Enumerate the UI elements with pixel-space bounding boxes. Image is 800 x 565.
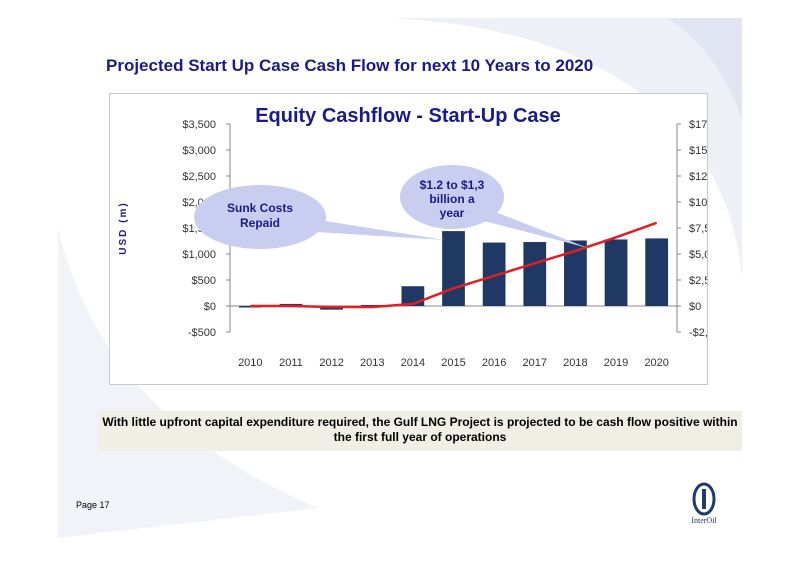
annotation-billion-a-year: $1.2 to $1,3 billion a year [420,178,485,220]
bar-2019 [604,239,628,306]
company-logo: InterOil [678,482,730,528]
y2-tick-label: $0 [689,301,701,313]
chart-title: Equity Cashflow - Start-Up Case [255,105,561,127]
bar-2017 [523,242,547,306]
y2-tick-label: $5,000 [689,249,707,261]
annotation-bubble-billion [400,165,504,229]
bubble-tail [465,208,588,248]
logo-text: InterOil [691,516,717,525]
x-tick-label: 2013 [360,357,384,369]
bar-2015 [442,231,465,306]
x-tick-label: 2012 [319,357,343,369]
y2-tick-label: $2,500 [689,275,707,287]
y2-tick-label: $15,000 [689,145,707,157]
bar-2013 [360,304,384,307]
annotation-bubble-sunk-costs [194,185,326,249]
page-number: Page 17 [76,500,110,510]
x-tick-label: 2015 [441,357,465,369]
x-tick-label: 2010 [238,357,262,369]
x-tick-label: 2017 [523,357,547,369]
y-tick-label: $500 [192,275,216,287]
chart-container: Equity Cashflow - Start-Up Case -$500 $0 $5… [109,93,708,385]
x-tick-label: 2018 [563,357,587,369]
page-title: Projected Start Up Case Cash Flow for ne… [106,56,594,75]
summary-callout: With little upfront capital expenditure … [98,411,742,451]
cashflow-chart: Equity Cashflow - Start-Up Case -$500 $0 $5… [118,105,707,369]
y2-tick-label: $12,500 [689,171,707,183]
y2-tick-label: $7,500 [689,223,707,235]
x-tick-label: 2019 [604,357,628,369]
cumulative-line [250,221,658,309]
y2-tick-label: $17,500 [689,119,707,131]
bubble-tail [285,218,445,240]
slide: Projected Start Up Case Cash Flow for ne… [58,18,742,538]
bar-2020 [645,238,669,306]
bar-2016 [482,242,506,306]
y-tick-label: $0 [204,301,216,313]
x-tick-label: 2020 [644,357,668,369]
y-tick-label: $2,500 [182,171,216,183]
y2-tick-label: -$2,500 [689,327,707,339]
y2-tick-label: $10,000 [689,197,707,209]
y-tick-label: $3,500 [182,119,216,131]
logo-emblem-icon [692,482,716,516]
y-axis-label: USD (m) [118,201,129,254]
annotation-sunk-costs: Sunk Costs Repaid [227,201,293,230]
y-tick-label: $3,000 [182,145,216,157]
y-tick-label: -$500 [188,327,216,339]
x-tick-label: 2016 [482,357,506,369]
x-tick-label: 2011 [279,357,303,369]
bar-2018 [564,240,587,306]
x-tick-label: 2014 [401,357,425,369]
y-tick-label: $1,000 [182,249,216,261]
